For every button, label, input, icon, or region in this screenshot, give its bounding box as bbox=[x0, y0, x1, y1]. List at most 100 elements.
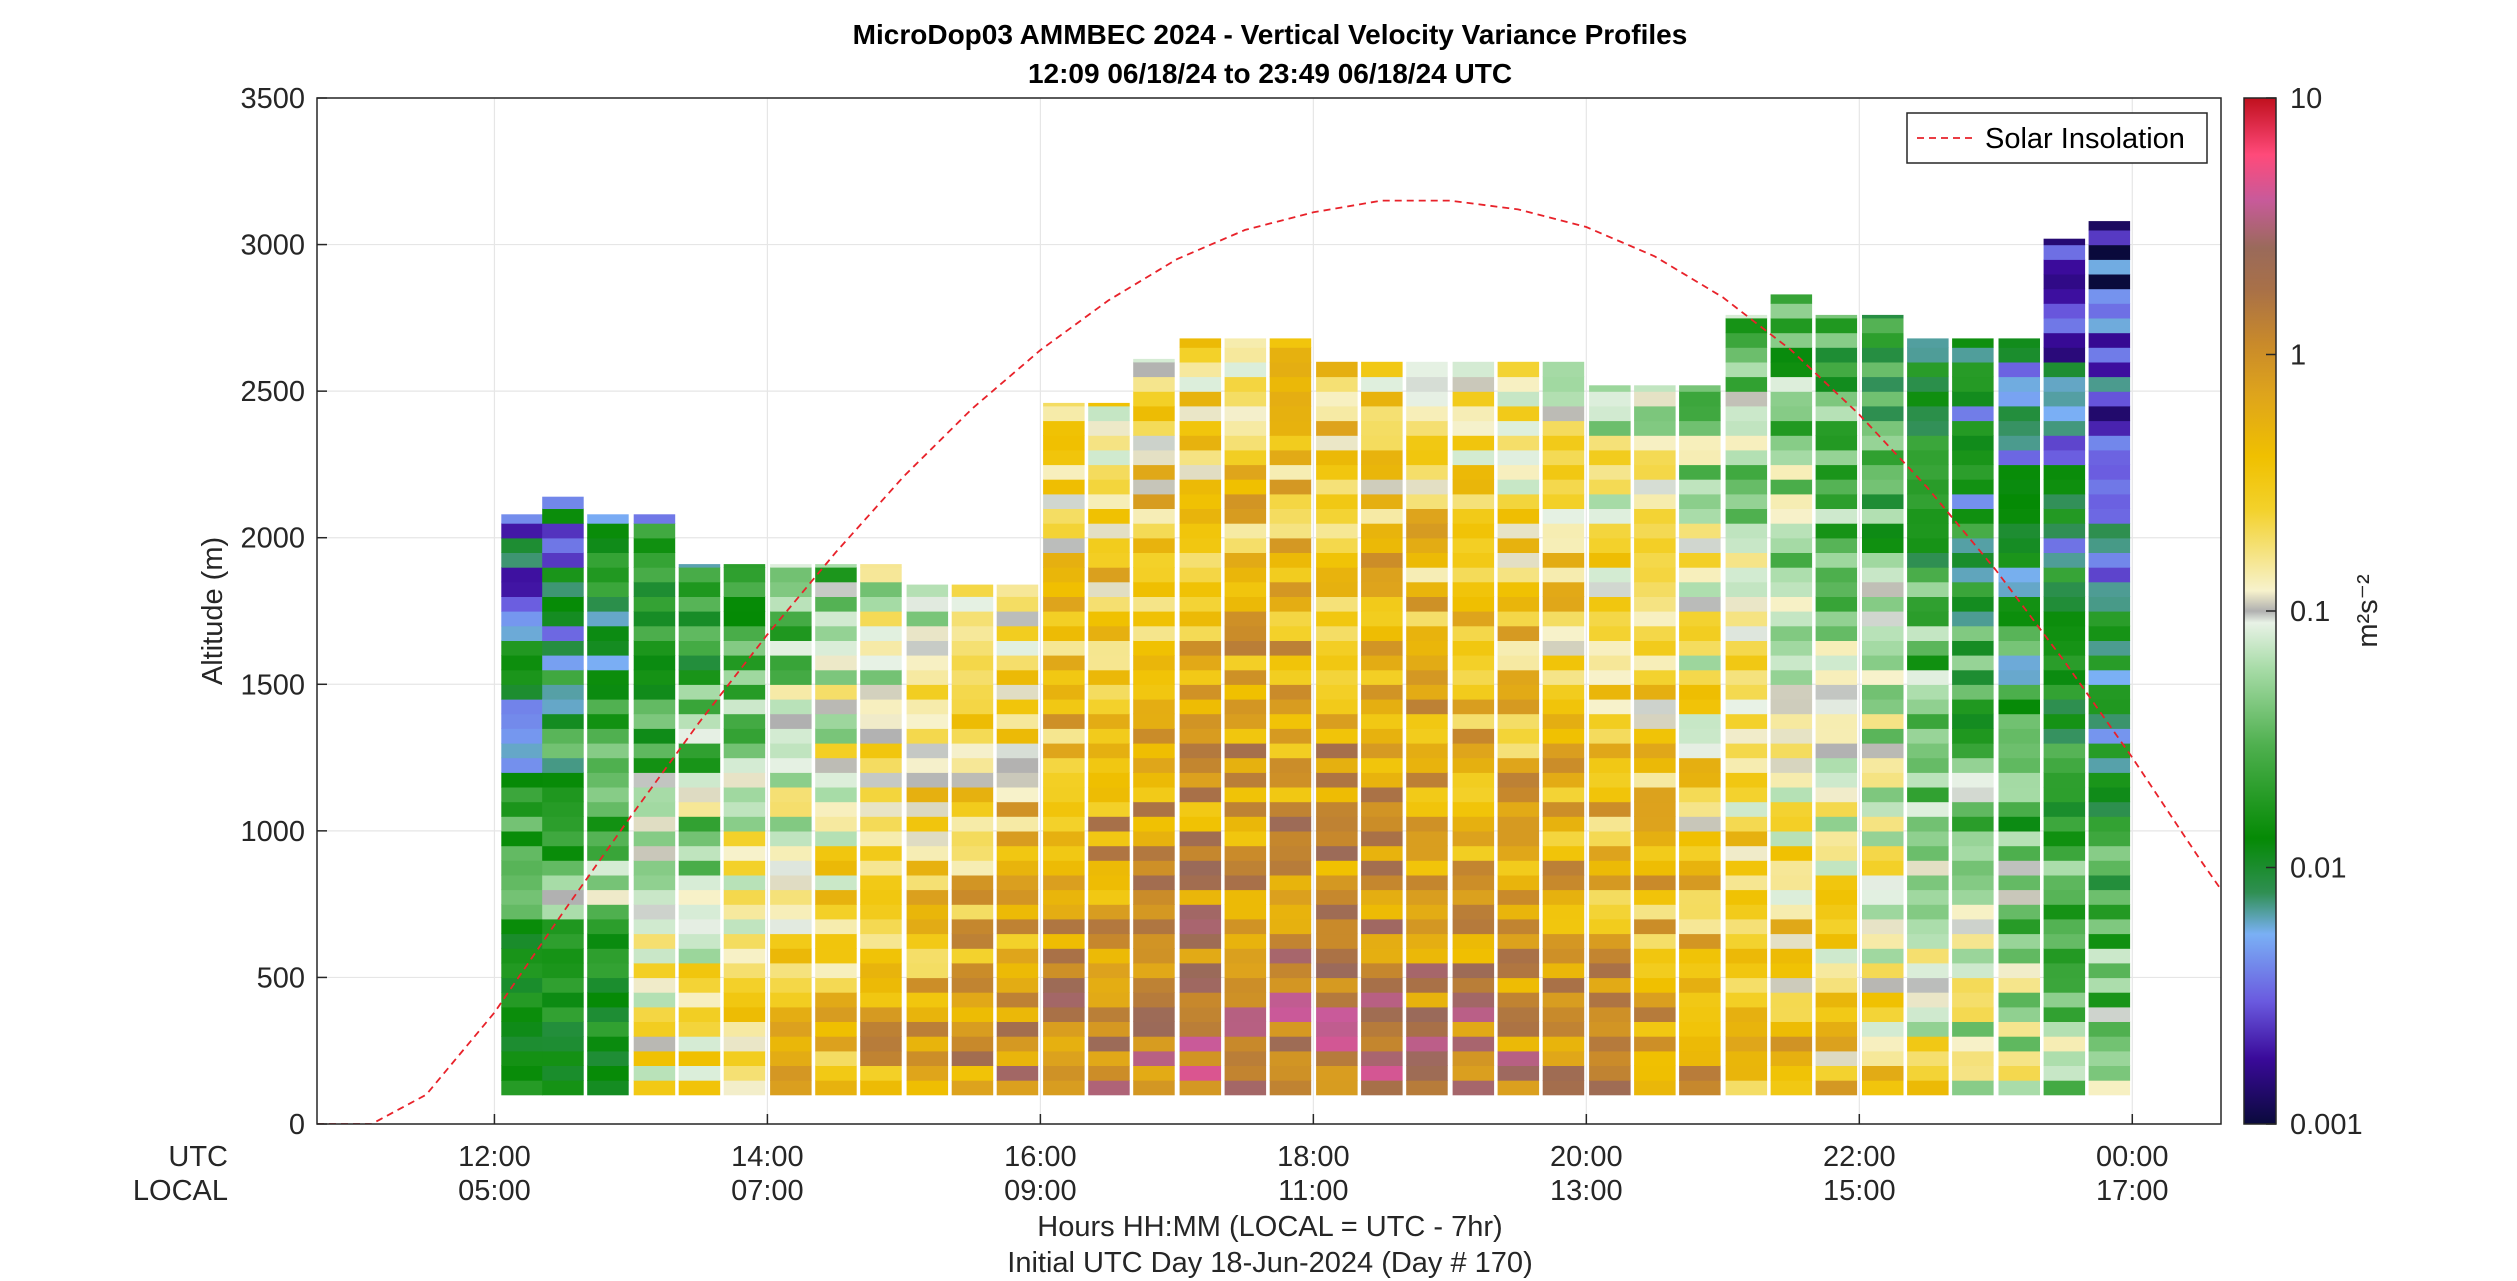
heatmap-cell bbox=[1907, 435, 1949, 451]
heatmap-cell bbox=[1497, 713, 1540, 729]
heatmap-cell bbox=[1133, 977, 1175, 993]
heatmap-cell bbox=[1043, 933, 1085, 949]
heatmap-cell bbox=[1088, 493, 1130, 509]
heatmap-cell bbox=[633, 904, 676, 920]
heatmap-cell bbox=[770, 640, 812, 656]
heatmap-cell bbox=[1269, 889, 1312, 905]
heatmap-cell bbox=[1269, 728, 1312, 744]
heatmap-cell bbox=[2043, 933, 2086, 949]
heatmap-cell bbox=[1770, 801, 1813, 817]
heatmap-cell bbox=[2043, 552, 2086, 568]
heatmap-cell bbox=[1497, 361, 1540, 378]
heatmap-cell bbox=[1361, 918, 1403, 935]
heatmap-cell bbox=[815, 874, 857, 891]
heatmap-cell bbox=[1179, 713, 1222, 729]
heatmap-cell bbox=[1542, 816, 1585, 832]
heatmap-cell bbox=[1316, 948, 1358, 964]
heatmap-cell bbox=[1133, 874, 1175, 891]
heatmap-cell bbox=[906, 1006, 949, 1022]
heatmap-cell bbox=[1815, 977, 1858, 993]
heatmap-cell bbox=[1542, 391, 1585, 407]
heatmap-cell bbox=[1725, 1021, 1768, 1037]
heatmap-cell bbox=[1815, 537, 1858, 553]
heatmap-cell bbox=[1452, 464, 1495, 480]
heatmap-cell bbox=[1179, 698, 1222, 715]
heatmap-cell bbox=[1043, 684, 1085, 700]
heatmap-cell bbox=[1088, 405, 1130, 422]
heatmap-cell bbox=[1269, 581, 1312, 597]
heatmap-cell bbox=[2088, 655, 2131, 671]
heatmap-cell bbox=[1361, 1065, 1403, 1081]
heatmap-cell bbox=[1542, 1006, 1585, 1022]
x-tick-label-utc: 16:00 bbox=[1004, 1141, 1077, 1173]
heatmap-cell bbox=[1497, 948, 1540, 964]
heatmap-cell bbox=[1770, 523, 1813, 539]
heatmap-cell bbox=[1634, 742, 1676, 759]
heatmap-cell bbox=[1088, 684, 1130, 700]
heatmap-cell bbox=[1589, 933, 1631, 949]
heatmap-cell bbox=[1862, 391, 1904, 407]
heatmap-cell bbox=[1497, 933, 1540, 949]
heatmap-cell bbox=[1452, 655, 1495, 671]
heatmap-cell bbox=[1862, 435, 1904, 451]
heatmap-cell bbox=[1452, 596, 1495, 612]
heatmap-cell bbox=[1725, 1080, 1768, 1096]
heatmap-cell bbox=[501, 904, 543, 920]
heatmap-cell bbox=[1770, 1036, 1813, 1052]
heatmap-cell bbox=[770, 684, 812, 700]
heatmap-cell bbox=[996, 860, 1039, 876]
y-tick-label: 2000 bbox=[240, 523, 305, 555]
heatmap-cell bbox=[1452, 918, 1495, 935]
heatmap-cell bbox=[2088, 221, 2131, 231]
heatmap-cell bbox=[542, 992, 584, 1008]
heatmap-cell bbox=[1907, 508, 1949, 524]
heatmap-cell bbox=[1907, 992, 1949, 1008]
heatmap-cell bbox=[1725, 596, 1768, 612]
heatmap-cell bbox=[2043, 801, 2086, 817]
heatmap-cell bbox=[1088, 786, 1130, 803]
heatmap-cell bbox=[1316, 596, 1358, 612]
heatmap-cell bbox=[1133, 1080, 1175, 1096]
heatmap-cell bbox=[633, 786, 676, 803]
heatmap-cell bbox=[2043, 479, 2086, 495]
heatmap-cell bbox=[996, 1036, 1039, 1052]
heatmap-cell bbox=[2043, 493, 2086, 509]
heatmap-cell bbox=[1133, 581, 1175, 597]
heatmap-cell bbox=[1725, 347, 1768, 363]
heatmap-cell bbox=[1770, 625, 1813, 641]
heatmap-cell bbox=[1907, 669, 1949, 685]
heatmap-cell bbox=[996, 918, 1039, 935]
heatmap-cell bbox=[633, 1065, 676, 1081]
heatmap-cell bbox=[1589, 435, 1631, 451]
heatmap-cell bbox=[906, 1021, 949, 1037]
heatmap-cell bbox=[2088, 742, 2131, 759]
heatmap-cell bbox=[587, 772, 629, 788]
heatmap-cell bbox=[1133, 772, 1175, 788]
heatmap-cell bbox=[1269, 977, 1312, 993]
heatmap-cell bbox=[542, 625, 584, 641]
heatmap-cell bbox=[1725, 435, 1768, 451]
heatmap-cell bbox=[2043, 238, 2086, 246]
heatmap-cell bbox=[1497, 508, 1540, 524]
heatmap-cell bbox=[501, 669, 543, 685]
heatmap-cell bbox=[815, 742, 857, 759]
heatmap-cell bbox=[1224, 713, 1267, 729]
heatmap-cell bbox=[723, 742, 766, 759]
heatmap-cell bbox=[1497, 655, 1540, 671]
heatmap-cell bbox=[633, 1080, 676, 1096]
heatmap-cell bbox=[1224, 581, 1267, 597]
heatmap-cell bbox=[1634, 772, 1676, 788]
heatmap-cell bbox=[1043, 464, 1085, 480]
heatmap-cell bbox=[1952, 1050, 1994, 1066]
heatmap-cell bbox=[1452, 933, 1495, 949]
heatmap-cell bbox=[1542, 801, 1585, 817]
heatmap-cell bbox=[1269, 962, 1312, 979]
heatmap-cell bbox=[1043, 669, 1085, 685]
heatmap-cell bbox=[2088, 229, 2131, 246]
heatmap-cell bbox=[1998, 933, 2040, 949]
heatmap-cell bbox=[723, 801, 766, 817]
heatmap-cell bbox=[1406, 625, 1448, 641]
heatmap-cell bbox=[1179, 420, 1222, 436]
heatmap-cell bbox=[1725, 742, 1768, 759]
heatmap-cell bbox=[1361, 948, 1403, 964]
